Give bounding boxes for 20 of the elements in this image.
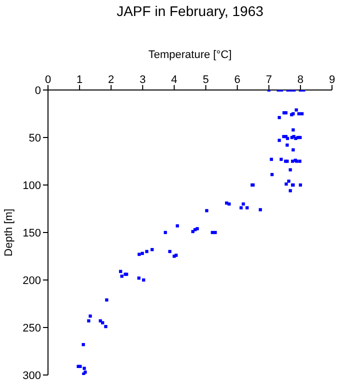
x-tick-label: 4 [171,74,178,86]
x-tick-label: 3 [140,74,146,86]
y-tick-label: 100 [22,180,41,192]
y-axis-title: Depth [m] [2,208,15,256]
x-tick-label: 6 [234,74,240,86]
chart-title: JAPF in February, 1963 [116,3,264,19]
y-tick-label: 0 [34,84,41,97]
y-tick-label: 150 [22,227,41,240]
y-tick-label: 50 [28,132,41,144]
x-tick-label: 8 [297,74,304,86]
x-tick-label: 9 [328,74,336,86]
y-tick-label: 250 [22,322,41,334]
x-tick-label: 2 [108,74,114,86]
x-axis-title: Temperature [°C] [148,48,232,61]
x-tick-label: 5 [202,74,209,86]
x-tick-label: 1 [76,74,83,86]
y-tick-label: 300 [22,370,41,382]
y-tick-label: 200 [22,274,41,287]
x-tick-label: 0 [44,74,52,86]
x-tick-label: 7 [266,74,272,86]
